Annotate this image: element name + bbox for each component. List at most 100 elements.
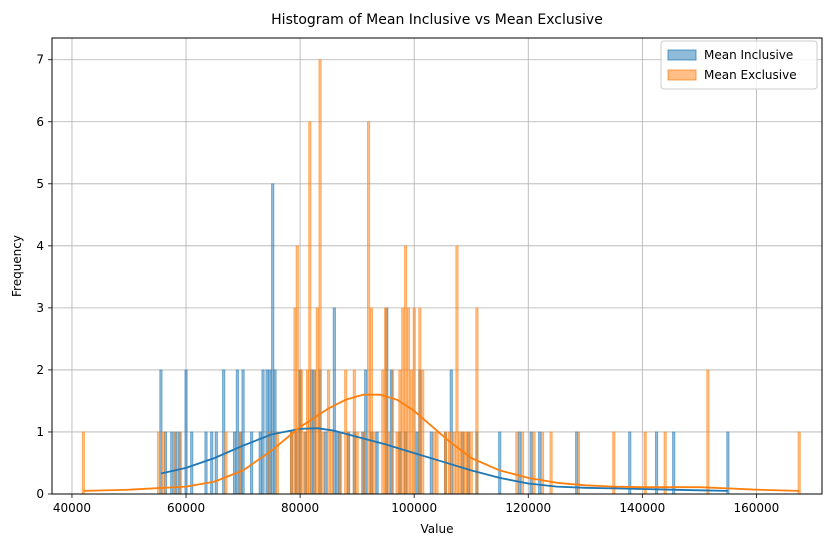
- y-tick-label: 3: [36, 301, 44, 315]
- histogram-bar: [321, 431, 325, 495]
- histogram-bar: [395, 431, 399, 495]
- histogram-bar: [412, 307, 416, 495]
- legend-swatch-mean-inclusive: [667, 49, 697, 61]
- y-tick-label: 5: [36, 177, 44, 191]
- histogram-bar: [461, 431, 465, 495]
- histogram-bar: [170, 431, 174, 495]
- histogram-bar: [381, 369, 385, 495]
- histogram-bar: [178, 431, 182, 495]
- histogram-bar: [672, 431, 676, 495]
- histogram-bar: [362, 431, 366, 495]
- histogram-bar: [367, 121, 371, 495]
- histogram-bar: [463, 431, 468, 495]
- grid-lines: [52, 38, 822, 495]
- y-tick-label: 1: [36, 425, 44, 439]
- histogram-bar: [329, 431, 334, 495]
- histogram-bar: [335, 431, 339, 495]
- x-tick-label: 160000: [734, 501, 780, 515]
- histogram-bar: [498, 431, 502, 495]
- histogram-bar: [295, 245, 299, 495]
- bars-mean-exclusive: [81, 59, 801, 495]
- x-tick-label: 40000: [53, 501, 91, 515]
- histogram-bar: [235, 369, 239, 495]
- histogram-bar: [452, 431, 456, 495]
- histogram-bar: [312, 369, 316, 495]
- histogram-bar: [347, 431, 351, 495]
- histogram-bar: [549, 431, 553, 495]
- histogram-bar: [275, 431, 279, 495]
- histogram-bar: [521, 431, 525, 495]
- histogram-bar: [267, 431, 271, 495]
- histogram-bar: [161, 431, 165, 495]
- histogram-bar: [315, 307, 319, 495]
- histogram-bar: [81, 431, 85, 495]
- histogram-bar: [384, 307, 388, 495]
- histogram-bar: [418, 307, 422, 495]
- histogram-bar: [214, 431, 218, 495]
- histogram-bar: [355, 431, 359, 495]
- x-tick-label: 80000: [281, 501, 319, 515]
- histogram-bar: [404, 245, 408, 495]
- kde-line-mean-exclusive: [83, 393, 800, 492]
- histogram-bar: [475, 307, 479, 495]
- histogram-bar: [655, 431, 659, 495]
- legend-label-mean-inclusive: Mean Inclusive: [704, 48, 793, 62]
- histogram-bar: [706, 369, 710, 495]
- histogram-bar: [663, 431, 667, 495]
- x-axis-ticks: 40000 60000 80000 100000 120000 140000 160000: [53, 494, 779, 515]
- histogram-bar: [612, 431, 616, 495]
- histogram-bar: [238, 431, 242, 495]
- histogram-bar: [432, 431, 436, 495]
- histogram-bar: [466, 431, 470, 495]
- histogram-bar: [303, 431, 307, 495]
- histogram-bar: [390, 369, 395, 495]
- histogram-bar: [308, 121, 312, 495]
- histogram-bar: [435, 431, 439, 495]
- x-tick-label: 60000: [167, 501, 205, 515]
- histogram-bar: [421, 369, 425, 495]
- y-tick-label: 6: [36, 115, 44, 129]
- histogram-bar: [458, 431, 462, 495]
- histogram-bar: [241, 369, 245, 495]
- histogram-bar: [518, 431, 522, 495]
- histogram-bar: [386, 431, 391, 495]
- histogram-bar: [515, 431, 519, 495]
- kde-line-mean-inclusive: [160, 427, 728, 492]
- y-axis-ticks: 0 1 2 3 4 5 6 7: [36, 53, 52, 501]
- y-tick-label: 7: [36, 53, 44, 67]
- histogram-bar: [184, 369, 188, 495]
- histogram-bar: [401, 307, 405, 495]
- histogram-bar: [332, 307, 336, 495]
- histogram-bar: [299, 369, 303, 495]
- histogram-bar: [455, 245, 459, 495]
- histogram-bar: [157, 431, 161, 495]
- histogram-bar: [338, 431, 342, 495]
- histogram-bar: [327, 369, 331, 495]
- histogram-bar: [261, 369, 265, 495]
- x-axis-title: Value: [421, 522, 454, 536]
- y-tick-label: 0: [36, 487, 44, 501]
- histogram-bar: [429, 431, 433, 495]
- histogram-bar: [643, 431, 647, 495]
- legend-box: [660, 40, 818, 90]
- legend-label-mean-exclusive: Mean Exclusive: [704, 68, 797, 82]
- histogram-bar: [409, 369, 413, 495]
- histogram-bar: [232, 431, 237, 495]
- histogram-bars: [81, 59, 801, 495]
- x-tick-label: 120000: [505, 501, 551, 515]
- histogram-bar: [628, 431, 632, 495]
- histogram-bar: [352, 369, 356, 495]
- kde-curves: [83, 393, 800, 492]
- histogram-bar: [210, 431, 214, 495]
- y-axis-title: Frequency: [10, 235, 24, 297]
- histogram-bar: [797, 431, 801, 495]
- histogram-bar: [369, 307, 373, 495]
- histogram-bar: [290, 431, 294, 495]
- chart-title: Histogram of Mean Inclusive vs Mean Excl…: [271, 12, 603, 28]
- y-tick-label: 2: [36, 363, 44, 377]
- histogram-bar: [224, 431, 228, 495]
- histogram-bar: [258, 431, 262, 495]
- legend: Mean Inclusive Mean Exclusive: [660, 40, 818, 90]
- histogram-bar: [344, 369, 348, 495]
- histogram-bar: [324, 431, 328, 495]
